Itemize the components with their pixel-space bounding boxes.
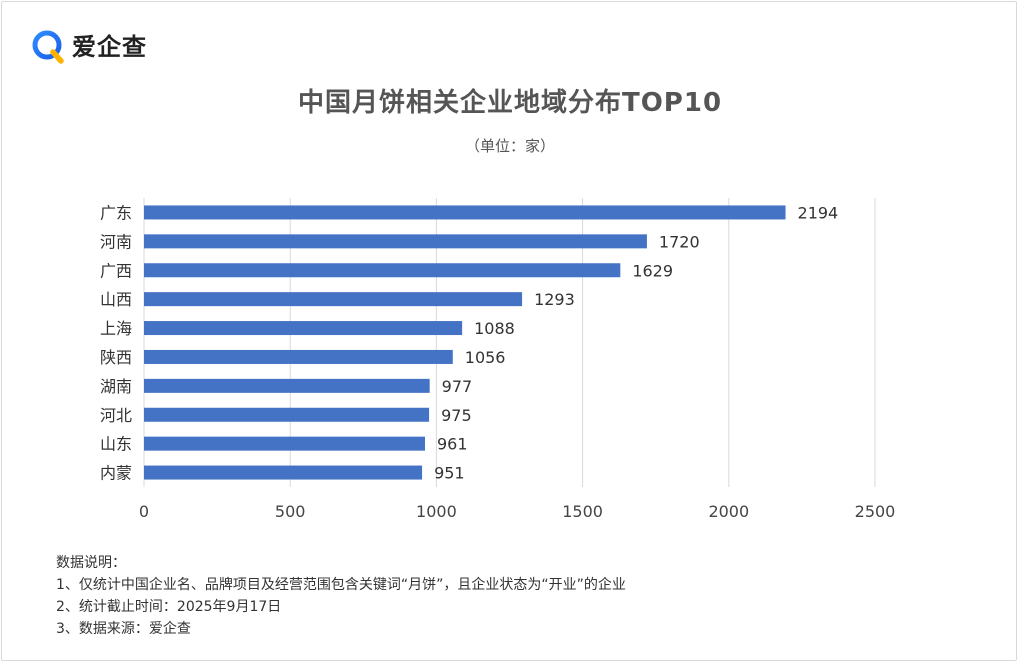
category-label: 陕西 bbox=[100, 348, 132, 367]
x-tick-label: 0 bbox=[139, 502, 149, 521]
x-tick-label: 1000 bbox=[416, 502, 457, 521]
chart-subtitle: （单位：家） bbox=[464, 137, 555, 155]
note-item: 3、数据来源：爱企查 bbox=[56, 621, 191, 637]
x-tick-label: 2000 bbox=[708, 502, 749, 521]
data-label: 951 bbox=[434, 464, 465, 483]
bar bbox=[144, 349, 453, 364]
brand-logo: 爱企查 bbox=[32, 30, 147, 64]
category-label: 山西 bbox=[100, 290, 132, 309]
data-label: 961 bbox=[437, 435, 468, 454]
bar bbox=[144, 205, 786, 220]
bar bbox=[144, 263, 621, 278]
x-tick-label: 1500 bbox=[562, 502, 603, 521]
bar bbox=[144, 292, 523, 307]
bar bbox=[144, 378, 430, 393]
category-label: 湖南 bbox=[100, 377, 132, 396]
bar bbox=[144, 407, 430, 422]
data-label: 1293 bbox=[534, 290, 575, 309]
x-tick-label: 500 bbox=[275, 502, 306, 521]
data-label: 1056 bbox=[465, 348, 506, 367]
magnifier-logo-icon bbox=[32, 30, 64, 64]
data-label: 1629 bbox=[632, 261, 673, 280]
category-label: 广西 bbox=[100, 261, 132, 280]
data-label: 1088 bbox=[474, 319, 515, 338]
bar bbox=[144, 465, 423, 480]
data-label: 2194 bbox=[798, 203, 839, 222]
data-label: 977 bbox=[442, 377, 473, 396]
category-label: 河北 bbox=[100, 406, 132, 425]
notes-heading: 数据说明： bbox=[56, 555, 126, 571]
brand-name: 爱企查 bbox=[72, 33, 147, 61]
bar bbox=[144, 321, 463, 336]
category-label: 上海 bbox=[100, 319, 132, 338]
bar bbox=[144, 436, 425, 451]
data-label: 975 bbox=[441, 406, 472, 425]
category-label: 河南 bbox=[100, 232, 132, 251]
data-notes: 数据说明： 1、仅统计中国企业名、品牌项目及经营范围包含关键词“月饼”，且企业状… bbox=[56, 552, 626, 640]
category-label: 山东 bbox=[100, 435, 132, 454]
note-item: 1、仅统计中国企业名、品牌项目及经营范围包含关键词“月饼”，且企业状态为“开业”… bbox=[56, 577, 626, 593]
bar bbox=[144, 234, 647, 249]
x-tick-label: 2500 bbox=[855, 502, 896, 521]
category-label: 广东 bbox=[100, 203, 132, 222]
bar-chart: 0 500 1000 1500 2000 2500 广东 2194 河南 1720 广西 1629 山西… bbox=[100, 198, 896, 521]
chart-title: 中国月饼相关企业地域分布TOP10 bbox=[297, 88, 723, 118]
category-label: 内蒙 bbox=[100, 464, 132, 483]
data-label: 1720 bbox=[659, 232, 700, 251]
note-item: 2、统计截止时间：2025年9月17日 bbox=[56, 599, 282, 615]
